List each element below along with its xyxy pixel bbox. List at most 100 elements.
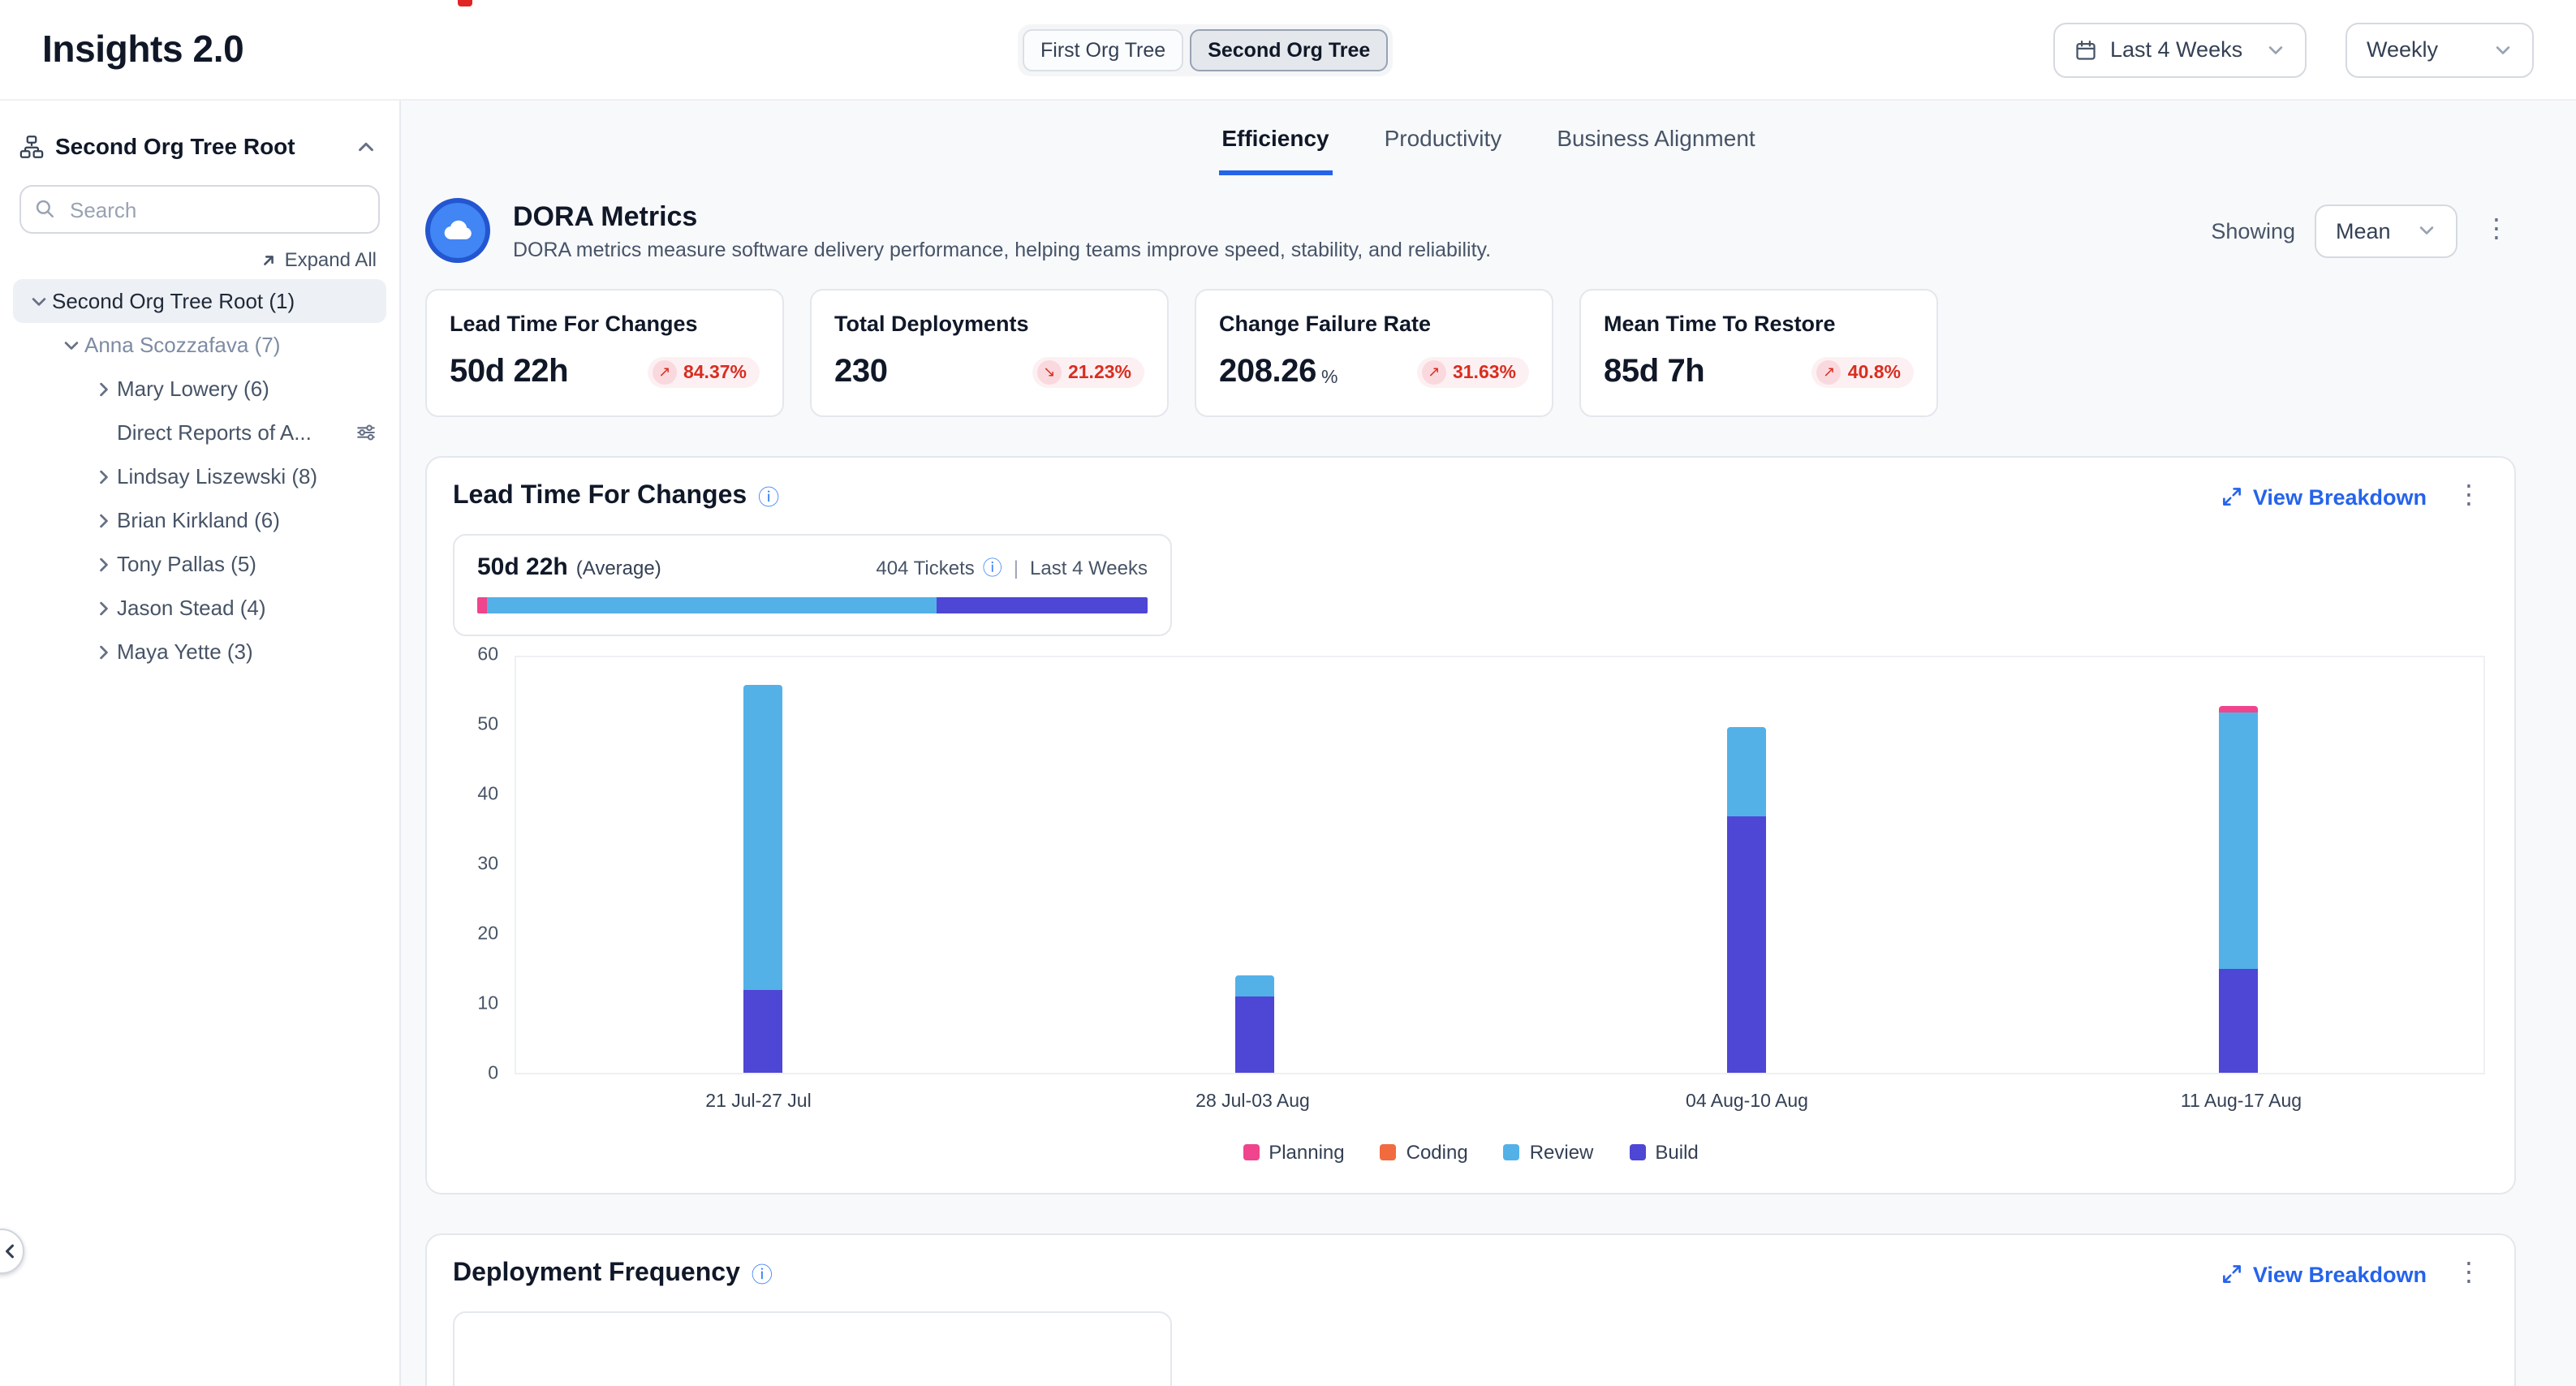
y-axis-tick: 20 [477, 926, 498, 945]
tree-item[interactable]: Brian Kirkland (6) [13, 498, 386, 542]
kebab-menu-icon[interactable]: ⋮ [2449, 480, 2488, 513]
metric-delta: 21.23% [1068, 363, 1131, 382]
sidebar: Second Org Tree Root Expa [0, 101, 401, 1386]
view-breakdown-link[interactable]: View Breakdown [2221, 484, 2427, 509]
tree-item-label: Lindsay Liszewski (8) [117, 464, 317, 489]
chart-legend: Planning Coding Review Build [453, 1141, 2488, 1164]
chevron-down-icon[interactable] [58, 335, 84, 355]
aggregation-select[interactable]: Mean [2315, 204, 2458, 257]
tree-item[interactable]: Lindsay Liszewski (8) [13, 454, 386, 498]
bar-segment-build [2218, 969, 2257, 1073]
body-row: Second Org Tree Root Expa [0, 101, 2576, 1386]
legend-label: Review [1530, 1141, 1594, 1164]
info-icon[interactable]: ⓘ [983, 557, 1002, 577]
trend-up-icon: ↗ [1422, 360, 1446, 385]
view-breakdown-label: View Breakdown [2253, 484, 2427, 509]
metric-label: Change Failure Rate [1219, 312, 1529, 336]
date-range-value: Last 4 Weeks [2110, 37, 2242, 62]
sliders-icon[interactable] [346, 422, 377, 443]
info-icon[interactable]: ⓘ [758, 486, 779, 507]
metric-delta-badge: ↗31.63% [1417, 357, 1529, 388]
chevron-down-icon[interactable] [26, 291, 52, 311]
expand-all-button[interactable]: Expand All [261, 248, 377, 271]
distribution-segment-review [487, 597, 936, 613]
metric-value: 85d 7h [1604, 354, 1704, 391]
toggle-first-org-tree[interactable]: First Org Tree [1023, 28, 1183, 71]
x-axis-label: 21 Jul-27 Jul [511, 1092, 1006, 1112]
legend-label: Build [1655, 1141, 1698, 1164]
tab-efficiency[interactable]: Efficiency [1218, 125, 1332, 175]
deployment-frequency-card: Deployment Frequency ⓘ View Breakdown ⋮ [425, 1233, 2516, 1386]
trend-up-icon: ↗ [1817, 360, 1842, 385]
toggle-second-org-tree[interactable]: Second Org Tree [1190, 28, 1388, 71]
stacked-bar[interactable] [2218, 657, 2257, 1073]
tree-item-label: Anna Scozzafava (7) [84, 333, 280, 357]
chevron-right-icon[interactable] [91, 642, 117, 661]
kebab-menu-icon[interactable]: ⋮ [2449, 1258, 2488, 1290]
info-icon[interactable]: ⓘ [752, 1263, 773, 1285]
tree-item-label: Jason Stead (4) [117, 596, 266, 620]
y-axis-tick: 30 [477, 856, 498, 875]
stacked-bar[interactable] [1234, 657, 1273, 1073]
tree-item[interactable]: Mary Lowery (6) [13, 367, 386, 411]
tree-item[interactable]: Anna Scozzafava (7) [13, 323, 386, 367]
distribution-segment-planning [477, 597, 487, 613]
stacked-bar[interactable] [743, 657, 782, 1073]
search-box [19, 185, 380, 234]
y-axis-tick: 0 [488, 1065, 498, 1084]
expand-view-icon [2221, 485, 2243, 508]
lead-time-card-header: Lead Time For Changes ⓘ View Breakdown ⋮ [453, 480, 2488, 513]
granularity-select[interactable]: Weekly [2346, 22, 2534, 77]
legend-label: Planning [1269, 1141, 1344, 1164]
tree-item[interactable]: Tony Pallas (5) [13, 542, 386, 586]
tree-item-label: Direct Reports of A... [117, 420, 312, 445]
view-breakdown-link[interactable]: View Breakdown [2221, 1262, 2427, 1286]
chevron-right-icon[interactable] [91, 510, 117, 530]
search-input[interactable] [19, 185, 380, 234]
chevron-down-icon [2417, 221, 2436, 240]
chevron-right-icon[interactable] [91, 379, 117, 398]
aggregation-value: Mean [2336, 218, 2391, 243]
chevron-down-icon [2493, 40, 2513, 59]
legend-item[interactable]: Planning [1243, 1141, 1344, 1164]
metric-value: 208.26 [1219, 354, 1316, 391]
tab-business-alignment[interactable]: Business Alignment [1553, 125, 1758, 175]
chevron-right-icon[interactable] [91, 554, 117, 574]
calendar-icon [2074, 38, 2097, 61]
tree-item[interactable]: Jason Stead (4) [13, 586, 386, 630]
legend-item[interactable]: Build [1629, 1141, 1698, 1164]
tree-item-label: Brian Kirkland (6) [117, 508, 280, 532]
legend-item[interactable]: Review [1504, 1141, 1594, 1164]
sidebar-title: Second Org Tree Root [55, 133, 341, 159]
tree-item-label: Second Org Tree Root (1) [52, 289, 295, 313]
legend-item[interactable]: Coding [1381, 1141, 1468, 1164]
legend-swatch [1504, 1144, 1520, 1160]
stacked-bar[interactable] [1726, 657, 1765, 1073]
legend-label: Coding [1406, 1141, 1468, 1164]
dora-description: DORA metrics measure software delivery p… [513, 238, 1491, 260]
deployment-title: Deployment Frequency [453, 1259, 740, 1289]
summary-tickets: 404 Tickets [876, 556, 974, 579]
sidebar-collapse-button[interactable] [352, 132, 380, 160]
lead-time-summary: 50d 22h (Average) 404 Tickets ⓘ | Last 4… [453, 534, 1172, 636]
kebab-menu-icon[interactable]: ⋮ [2477, 214, 2516, 247]
tree-item[interactable]: Second Org Tree Root (1) [13, 279, 386, 323]
expand-all-row: Expand All [23, 248, 377, 271]
y-axis-tick: 50 [477, 717, 498, 735]
tab-productivity[interactable]: Productivity [1381, 125, 1506, 175]
tree-item[interactable]: Maya Yette (3) [13, 630, 386, 674]
expand-arrow-icon [261, 251, 278, 269]
y-axis: 0102030405060 [456, 656, 502, 1074]
metric-delta: 84.37% [683, 363, 747, 382]
x-axis-label: 28 Jul-03 Aug [1006, 1092, 1500, 1112]
chevron-right-icon[interactable] [91, 598, 117, 618]
bar-segment-build [1234, 996, 1273, 1073]
lead-time-title: Lead Time For Changes [453, 482, 747, 511]
chevron-right-icon[interactable] [91, 467, 117, 486]
dora-cloud-icon [425, 198, 490, 263]
bar-segment-review [743, 685, 782, 989]
date-range-select[interactable]: Last 4 Weeks [2053, 22, 2307, 77]
metric-card: Lead Time For Changes50d 22h↗84.37% [425, 289, 784, 417]
tree-item[interactable]: Direct Reports of A... [13, 411, 386, 454]
search-icon [34, 198, 55, 219]
